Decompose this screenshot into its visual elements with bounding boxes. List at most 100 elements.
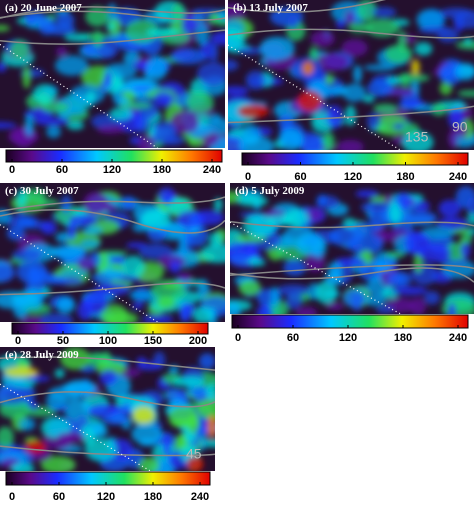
field-blob (27, 266, 40, 285)
field-blob (276, 284, 310, 296)
field-blob (69, 214, 98, 227)
field-blob (369, 208, 394, 228)
coastline (230, 220, 474, 229)
field-blob (414, 42, 433, 56)
field-blob (454, 62, 474, 81)
field-blob (409, 297, 427, 314)
field-blob (34, 117, 70, 126)
field-blob (46, 125, 61, 139)
retrieval-field (0, 347, 215, 471)
field-blob (259, 36, 295, 61)
field-blob (99, 369, 118, 386)
field-blob (24, 113, 34, 137)
colorbar-tick-label: 240 (449, 332, 467, 344)
colorbar (231, 314, 469, 329)
field-blob (200, 243, 225, 264)
field-blob (140, 208, 171, 230)
field-blob (237, 104, 269, 119)
map-panel (0, 0, 225, 148)
field-blob (336, 19, 346, 29)
field-blob (60, 347, 91, 370)
field-blob (360, 201, 394, 213)
grid-dotted (0, 224, 158, 322)
field-blob (64, 33, 91, 42)
field-blob (362, 94, 375, 103)
field-blob (315, 53, 349, 71)
field-blob (109, 107, 133, 121)
retrieval-field (0, 0, 225, 148)
field-blob (209, 232, 223, 248)
field-blob (420, 226, 456, 239)
colorbar-tick-label: 0 (15, 335, 21, 347)
field-blob (287, 14, 299, 29)
field-blob (247, 244, 259, 258)
field-blob (0, 61, 7, 73)
field-blob (334, 257, 366, 267)
field-blob (18, 417, 36, 431)
coastline (0, 29, 225, 45)
field-blob (162, 433, 171, 458)
field-blob (463, 37, 473, 45)
field-blob (121, 196, 136, 211)
colorbar-tick-label: 100 (99, 335, 117, 347)
field-blob (64, 399, 92, 422)
colorbar-tick-label: 60 (53, 491, 65, 503)
field-blob (146, 56, 168, 80)
colorbar (5, 471, 211, 486)
field-blob (285, 291, 303, 310)
field-blob (337, 139, 364, 150)
field-blob (283, 259, 307, 276)
field-blob (398, 100, 427, 107)
coastline (0, 356, 215, 371)
grid-dotted (228, 44, 401, 150)
field-blob (123, 51, 141, 65)
field-blob (348, 22, 373, 33)
field-blob (404, 231, 430, 256)
field-blob (297, 90, 322, 112)
field-blob (122, 255, 145, 278)
field-blob (0, 24, 10, 32)
field-blob (40, 287, 52, 297)
panel-label: (d) 5 July 2009 (235, 185, 305, 197)
field-blob (179, 303, 192, 322)
colorbar-tick-label: 120 (97, 491, 115, 503)
field-blob (39, 313, 74, 322)
field-blob (77, 258, 95, 271)
field-blob (40, 101, 70, 113)
field-blob (316, 194, 328, 206)
field-blob (178, 237, 188, 259)
coastline (0, 391, 215, 408)
field-blob (411, 59, 420, 76)
colorbar-tick-label: 0 (235, 332, 241, 344)
field-blob (83, 290, 108, 314)
colorbar-tick-label: 0 (9, 164, 15, 176)
field-blob (327, 261, 343, 281)
field-blob (466, 196, 474, 216)
field-blob (138, 243, 173, 260)
field-blob (97, 125, 125, 134)
colorbar-tick-label: 50 (57, 335, 69, 347)
field-blob (228, 59, 239, 71)
field-blob (124, 102, 152, 109)
field-blob (102, 412, 129, 425)
field-blob (448, 108, 464, 129)
field-blob (209, 42, 219, 62)
field-blob (345, 10, 355, 25)
field-blob (353, 65, 363, 84)
field-blob (376, 305, 395, 314)
field-blob (10, 462, 35, 471)
coastline (0, 209, 225, 234)
longitude-label: 135 (405, 129, 429, 145)
field-blob (86, 91, 96, 103)
field-blob (118, 96, 130, 106)
field-blob (447, 302, 457, 314)
field-blob (207, 415, 215, 438)
field-blob (103, 72, 112, 88)
field-blob (441, 259, 474, 279)
field-blob (324, 74, 334, 85)
field-blob (187, 137, 204, 147)
field-blob (383, 194, 393, 203)
field-blob (236, 195, 269, 207)
field-blob (198, 353, 215, 370)
